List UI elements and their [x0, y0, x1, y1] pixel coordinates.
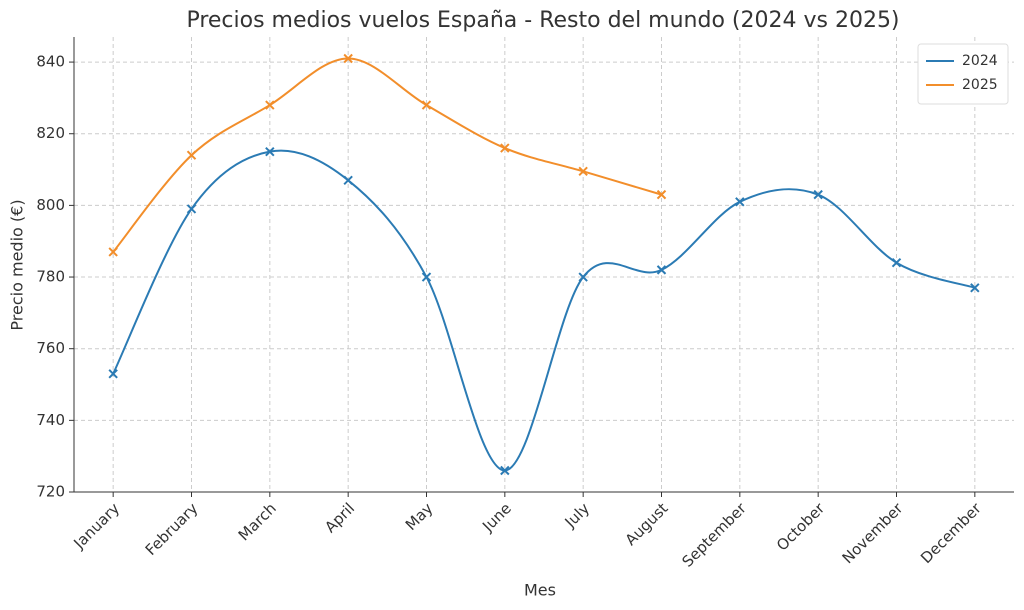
line-series [112, 149, 976, 472]
legend-label: 2024 [962, 53, 998, 69]
x-tick-label: April [321, 499, 358, 536]
marker [500, 465, 510, 476]
x-tick-label: January [70, 499, 124, 553]
marker [735, 197, 745, 207]
x-tick-label: March [235, 499, 280, 544]
x-tick-label: February [142, 499, 202, 559]
y-tick-label: 820 [36, 124, 65, 142]
x-axis-label: Mes [524, 581, 556, 600]
y-tick-label: 800 [36, 196, 65, 214]
marker [265, 100, 275, 110]
marker [813, 189, 823, 200]
x-tick-label: May [402, 499, 437, 534]
line-series [112, 57, 662, 253]
x-tick-label: December [917, 499, 985, 567]
marker [186, 150, 197, 160]
marker [656, 189, 667, 200]
marker [421, 100, 432, 110]
y-tick-label: 780 [36, 268, 65, 286]
marker [656, 265, 667, 275]
marker [578, 272, 588, 282]
marker [343, 53, 353, 64]
y-axis-label: Precio medio (€) [8, 199, 27, 330]
marker [421, 272, 432, 282]
marker [578, 166, 588, 177]
y-tick-label: 740 [36, 411, 65, 429]
marker [108, 369, 118, 379]
chart-title: Precios medios vuelos España - Resto del… [186, 8, 899, 33]
marker [500, 143, 510, 153]
y-tick-label: 840 [36, 53, 65, 71]
x-tick-label: September [678, 499, 750, 571]
y-tick-label: 760 [36, 339, 65, 357]
marker [891, 258, 902, 268]
legend-label: 2025 [962, 77, 998, 93]
marker [108, 247, 118, 257]
marker [265, 146, 275, 157]
legend-box [917, 43, 1009, 105]
x-tick-label: August [622, 499, 672, 549]
x-tick-label: November [839, 499, 907, 567]
x-tick-label: October [773, 499, 829, 555]
x-tick-label: June [478, 499, 515, 536]
y-tick-label: 720 [36, 483, 65, 501]
marker [343, 175, 353, 186]
marker [970, 283, 980, 293]
x-tick-label: July [561, 499, 594, 532]
marker [186, 204, 197, 214]
